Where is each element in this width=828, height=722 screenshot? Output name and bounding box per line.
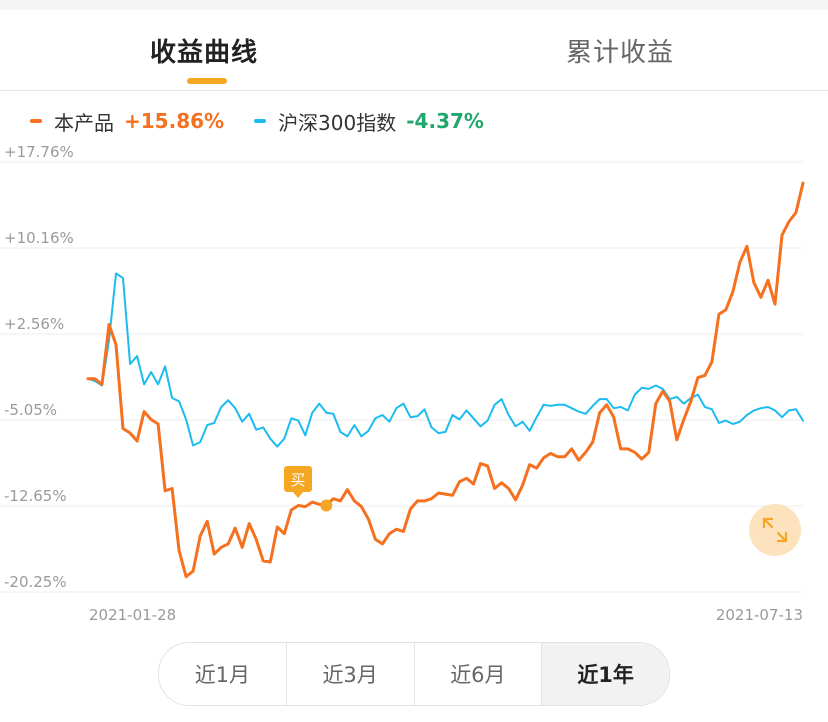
range-3-month-button[interactable]: 近3月 xyxy=(287,643,415,705)
legend-item-index: 沪深300指数 -4.37% xyxy=(254,107,484,136)
x-tick-label: 2021-01-28 xyxy=(89,606,176,624)
x-tick-label: 2021-07-13 xyxy=(716,606,803,624)
top-status-strip xyxy=(0,0,828,10)
tab-return-curve[interactable]: 收益曲线 xyxy=(150,38,259,68)
range-1-year-button[interactable]: 近1年 xyxy=(542,643,669,705)
y-tick-label: +2.56% xyxy=(4,315,64,333)
time-range-selector: 近1月 近3月 近6月 近1年 xyxy=(158,642,670,706)
buy-point-dot xyxy=(320,499,333,512)
tab-divider xyxy=(0,90,828,91)
series-line-product xyxy=(86,181,805,579)
y-tick-label: -5.05% xyxy=(4,401,57,419)
legend-swatch-product xyxy=(30,119,42,123)
y-tick-label: -20.25% xyxy=(4,573,67,591)
legend-label-product: 本产品 xyxy=(54,110,114,135)
series-line-index xyxy=(87,272,804,448)
active-tab-indicator xyxy=(187,78,227,84)
return-chart: +17.76% +10.16% +2.56% -5.05% -12.65% -20.25%… xyxy=(0,143,805,624)
y-tick-label: -12.65% xyxy=(4,487,67,505)
chart-legend: 本产品 +15.86% 沪深300指数 -4.37% xyxy=(30,106,514,136)
legend-label-index: 沪深300指数 xyxy=(278,110,397,135)
legend-swatch-index xyxy=(254,119,267,123)
range-6-month-button[interactable]: 近6月 xyxy=(415,643,543,705)
expand-arrows-icon xyxy=(762,517,788,543)
legend-value-index: -4.37% xyxy=(406,109,484,133)
tab-cumulative-return[interactable]: 累计收益 xyxy=(566,38,675,68)
y-tick-label: +10.16% xyxy=(4,229,74,247)
y-tick-label: +17.76% xyxy=(4,143,74,161)
expand-chart-button[interactable] xyxy=(749,504,801,556)
range-1-month-button[interactable]: 近1月 xyxy=(159,643,287,705)
legend-value-product: +15.86% xyxy=(124,109,225,133)
legend-item-product: 本产品 +15.86% xyxy=(30,107,224,136)
tab-bar: 收益曲线 累计收益 xyxy=(0,10,828,90)
buy-marker[interactable]: 买 xyxy=(284,466,312,498)
